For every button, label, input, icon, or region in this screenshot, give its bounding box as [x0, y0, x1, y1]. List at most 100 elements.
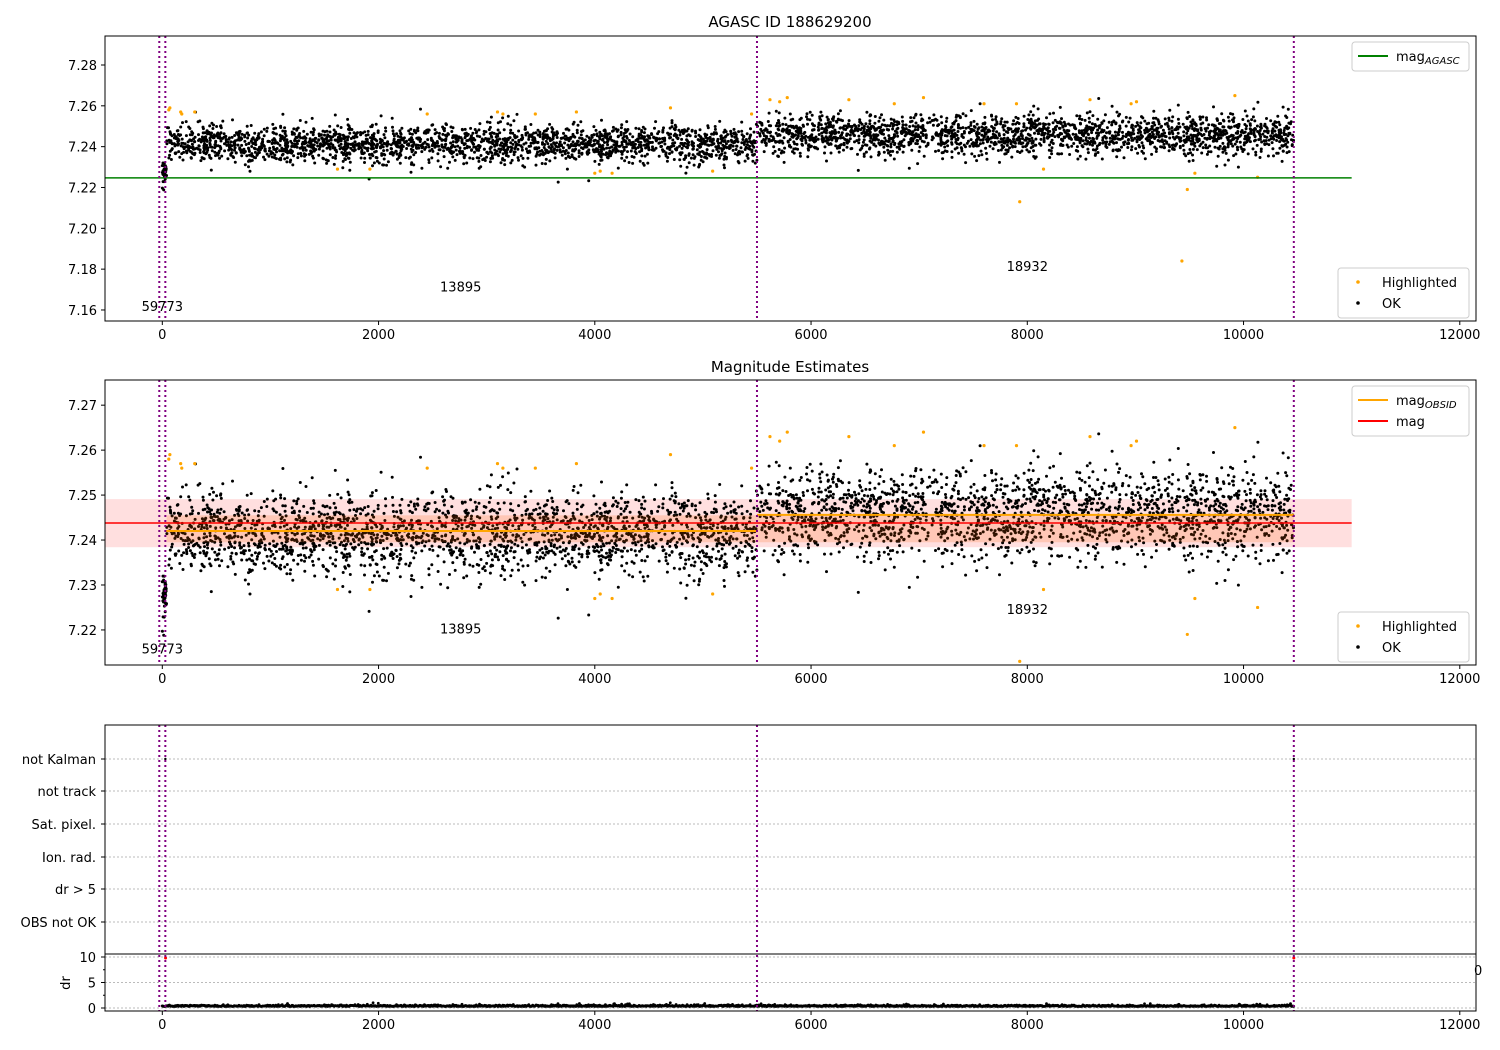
ok-point [994, 117, 998, 121]
ok-point [1086, 147, 1090, 151]
ok-point [1028, 119, 1032, 122]
ok-point [650, 140, 654, 144]
ok-point [506, 147, 510, 151]
ok-point [599, 154, 602, 158]
ok-point [1067, 122, 1070, 126]
ok-point [255, 136, 259, 140]
ok-point [170, 134, 174, 138]
ok-point [1223, 129, 1227, 132]
ok-point [213, 150, 217, 154]
ok-point [789, 118, 793, 122]
ok-point [242, 151, 246, 155]
ok-point [1175, 142, 1179, 146]
ok-point [1220, 112, 1224, 116]
ok-point [273, 153, 277, 157]
ok-point [433, 128, 437, 132]
ok-point [1045, 116, 1048, 120]
ok-point [299, 146, 303, 150]
ok-point [1271, 122, 1275, 126]
ok-point [395, 152, 399, 156]
ok-point [520, 540, 524, 544]
ok-point [1081, 145, 1085, 149]
ok-point [1154, 135, 1158, 139]
ok-point [1286, 107, 1290, 111]
ok-point [637, 127, 641, 131]
ok-point [1007, 128, 1011, 132]
ok-point [1077, 136, 1081, 140]
ok-point [1273, 120, 1277, 124]
ok-point [333, 138, 337, 142]
ok-point [524, 127, 527, 131]
ok-point [600, 118, 603, 122]
ok-point [446, 586, 450, 590]
ok-point [269, 554, 273, 558]
ok-point [616, 149, 620, 153]
ok-point [1096, 117, 1100, 121]
ok-point [1012, 119, 1016, 123]
ok-point [1040, 133, 1044, 137]
ok-point [1011, 145, 1015, 149]
ok-point [732, 127, 736, 131]
ok-point [1020, 149, 1024, 153]
ok-point [257, 132, 261, 136]
ok-point [451, 144, 454, 148]
ok-point [177, 549, 181, 553]
ok-point [636, 146, 640, 149]
ok-point [1212, 105, 1215, 109]
ok-point [593, 159, 597, 163]
ok-point [1246, 152, 1250, 156]
ok-point [1272, 154, 1275, 158]
ok-point [749, 499, 752, 503]
ok-point [680, 137, 684, 141]
ok-point [1092, 137, 1095, 141]
ok-point [1244, 127, 1248, 131]
ok-point [512, 153, 516, 157]
ok-point [625, 120, 629, 124]
ok-point [1048, 112, 1052, 116]
ok-point [299, 154, 303, 158]
ok-point [463, 146, 467, 150]
ok-point [217, 149, 221, 153]
ok-point [372, 574, 376, 578]
ok-point [1080, 129, 1084, 133]
ok-point [685, 142, 689, 146]
ok-point [1191, 119, 1195, 123]
ok-point [495, 142, 499, 146]
ok-point [160, 164, 164, 168]
ok-point [819, 118, 823, 122]
ok-point [286, 151, 290, 155]
ok-point [233, 146, 237, 150]
ok-point [647, 147, 651, 151]
ok-point [522, 142, 526, 146]
ok-point [639, 140, 643, 144]
ok-point [1111, 149, 1115, 153]
ok-point [824, 122, 828, 126]
ok-point [310, 143, 314, 147]
ok-point [954, 140, 958, 144]
ok-point [631, 143, 635, 147]
ok-point [486, 554, 490, 558]
ok-point [643, 559, 647, 563]
ok-point [1156, 118, 1160, 122]
ok-point [723, 502, 727, 506]
ok-point [1143, 128, 1147, 132]
ok-point [218, 136, 222, 140]
ok-point [662, 126, 665, 130]
ok-point [1269, 134, 1273, 138]
ok-point [946, 139, 950, 143]
ok-point [953, 147, 957, 151]
ok-point [605, 132, 609, 136]
ok-point [839, 136, 843, 140]
ok-point [1127, 141, 1131, 145]
ok-point [214, 154, 217, 158]
ok-point [1133, 136, 1137, 140]
ok-point [1037, 117, 1041, 121]
ok-point [1148, 135, 1152, 139]
ok-point [774, 109, 778, 113]
ok-point [293, 142, 297, 146]
ok-point [324, 137, 327, 141]
ok-point [1084, 136, 1088, 140]
ok-point [1135, 121, 1139, 125]
ok-point [420, 150, 424, 154]
ok-point [363, 130, 367, 134]
